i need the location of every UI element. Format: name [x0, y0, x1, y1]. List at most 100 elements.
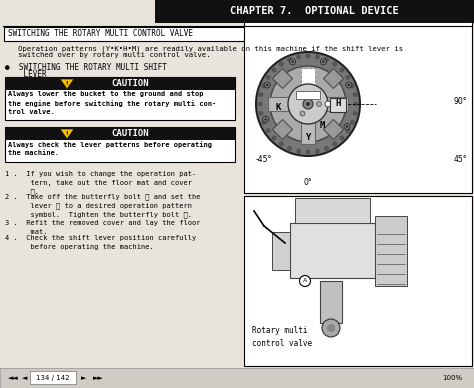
- Circle shape: [300, 111, 305, 116]
- Bar: [330, 98, 346, 112]
- Bar: [320, 281, 342, 323]
- Circle shape: [339, 135, 345, 140]
- Circle shape: [353, 111, 357, 116]
- Circle shape: [354, 102, 358, 106]
- Bar: [155, 0, 474, 23]
- Text: 0°: 0°: [304, 178, 312, 187]
- Bar: [5, 127, 235, 140]
- Text: SWITCHING THE ROTARY MULTI CONTROL VALVE: SWITCHING THE ROTARY MULTI CONTROL VALVE: [8, 29, 193, 38]
- Circle shape: [306, 102, 310, 106]
- Text: LEVER: LEVER: [5, 70, 46, 79]
- Text: Always check the lever patterns before operating
the machine.: Always check the lever patterns before o…: [8, 141, 212, 156]
- Bar: [290, 223, 375, 278]
- Circle shape: [265, 128, 271, 133]
- Text: ►►: ►►: [93, 375, 104, 381]
- Text: 100%: 100%: [442, 375, 462, 381]
- Text: 3 .  Refit the removed cover and lay the floor
      mat.: 3 . Refit the removed cover and lay the …: [5, 220, 201, 234]
- Bar: [295, 198, 370, 223]
- Circle shape: [353, 92, 357, 97]
- Circle shape: [258, 111, 264, 116]
- Circle shape: [332, 62, 337, 67]
- Circle shape: [266, 83, 269, 87]
- Bar: [375, 216, 407, 286]
- Bar: [5, 77, 235, 90]
- Circle shape: [325, 101, 331, 107]
- Circle shape: [287, 57, 292, 62]
- Circle shape: [306, 149, 310, 154]
- Text: ►: ►: [81, 375, 86, 381]
- Bar: [272, 232, 290, 270]
- Circle shape: [300, 92, 305, 97]
- Text: Rotary multi
control valve: Rotary multi control valve: [252, 326, 312, 348]
- Polygon shape: [273, 120, 292, 139]
- Polygon shape: [323, 120, 344, 139]
- Text: 134 / 142: 134 / 142: [36, 375, 70, 381]
- Text: 4 .  Check the shift lever position carefully
      before operating the machine: 4 . Check the shift lever position caref…: [5, 235, 196, 249]
- Text: 45°: 45°: [453, 154, 467, 163]
- Circle shape: [350, 83, 355, 88]
- Bar: [301, 122, 315, 144]
- Bar: [5, 77, 235, 120]
- Circle shape: [264, 82, 270, 88]
- Circle shape: [287, 146, 292, 151]
- Text: CHAPTER 7.  OPTIONAL DEVICE: CHAPTER 7. OPTIONAL DEVICE: [229, 7, 398, 17]
- Circle shape: [332, 141, 337, 146]
- Circle shape: [320, 59, 327, 65]
- Circle shape: [346, 82, 352, 88]
- Circle shape: [350, 120, 355, 125]
- Circle shape: [279, 62, 284, 67]
- Bar: [0, 368, 474, 388]
- Text: Always lower the bucket to the ground and stop
the engine before switching the r: Always lower the bucket to the ground an…: [8, 91, 216, 115]
- Circle shape: [347, 83, 350, 87]
- Circle shape: [296, 54, 301, 59]
- Text: Operation patterns (Y•K•H•M) are readily available on this machine if the shift : Operation patterns (Y•K•H•M) are readily…: [5, 45, 403, 52]
- Text: !: !: [66, 131, 68, 136]
- Bar: [5, 127, 235, 162]
- Bar: [268, 97, 290, 111]
- Text: -45°: -45°: [256, 154, 273, 163]
- Circle shape: [339, 68, 345, 73]
- Circle shape: [346, 128, 350, 133]
- Circle shape: [291, 60, 294, 63]
- Circle shape: [317, 102, 321, 106]
- Circle shape: [257, 102, 263, 106]
- Bar: [326, 97, 348, 111]
- Text: 90°: 90°: [453, 97, 467, 106]
- Bar: [296, 91, 320, 99]
- Polygon shape: [60, 79, 74, 89]
- Text: 2 .  Take off the butterfly bolt Ⓑ and set the
      lever Ⓒ to a desired operat: 2 . Take off the butterfly bolt Ⓑ and se…: [5, 193, 201, 218]
- Circle shape: [279, 141, 284, 146]
- Circle shape: [263, 116, 269, 122]
- Circle shape: [272, 68, 276, 73]
- Polygon shape: [323, 69, 344, 88]
- Circle shape: [258, 92, 264, 97]
- Text: ◄◄: ◄◄: [8, 375, 19, 381]
- Circle shape: [315, 54, 320, 59]
- Text: switched over by rotary multi control valve.: switched over by rotary multi control va…: [5, 52, 210, 58]
- Text: ●  SWITCHING THE ROTARY MULTI SHIFT: ● SWITCHING THE ROTARY MULTI SHIFT: [5, 63, 167, 72]
- Circle shape: [261, 83, 266, 88]
- Circle shape: [346, 125, 348, 128]
- Polygon shape: [273, 69, 292, 88]
- Circle shape: [346, 75, 350, 80]
- Circle shape: [315, 149, 320, 154]
- Circle shape: [306, 54, 310, 59]
- Circle shape: [327, 324, 335, 332]
- Circle shape: [288, 84, 328, 124]
- Bar: [244, 20, 472, 193]
- Circle shape: [264, 118, 267, 121]
- Circle shape: [270, 66, 346, 142]
- Circle shape: [322, 60, 325, 63]
- Text: 1 .  If you wish to change the operation pat-
      tern, take out the floor mat: 1 . If you wish to change the operation …: [5, 171, 196, 195]
- Circle shape: [265, 75, 271, 80]
- Circle shape: [324, 57, 329, 62]
- Text: CAUTION: CAUTION: [111, 129, 149, 138]
- Bar: [30, 371, 76, 384]
- Polygon shape: [60, 129, 74, 139]
- Text: Y: Y: [305, 132, 310, 142]
- Text: A: A: [303, 279, 307, 284]
- Text: H: H: [335, 99, 341, 109]
- Text: !: !: [66, 81, 68, 86]
- Text: H: H: [335, 99, 341, 109]
- Text: K: K: [275, 102, 281, 111]
